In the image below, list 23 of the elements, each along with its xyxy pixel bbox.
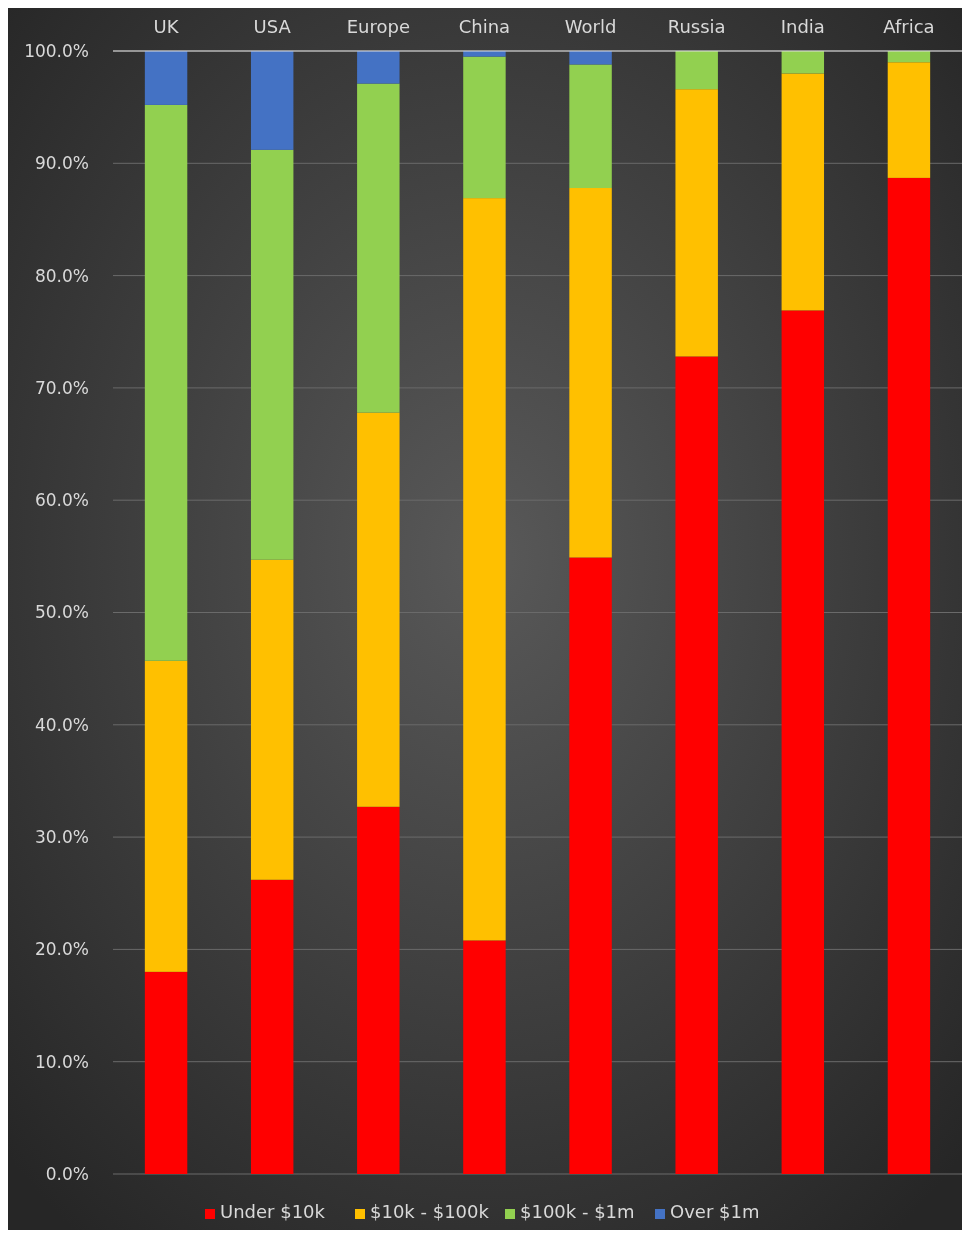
- y-tick-label: 90.0%: [34, 153, 89, 174]
- x-tick-label: UK: [153, 16, 180, 37]
- y-tick-label: 10.0%: [34, 1051, 89, 1072]
- x-tick-label: China: [458, 16, 511, 37]
- legend-label: Over $1m: [670, 1201, 760, 1222]
- y-tick-label: 80.0%: [34, 265, 89, 286]
- y-tick-label: 40.0%: [34, 714, 89, 735]
- legend-label: Under $10k: [220, 1201, 326, 1222]
- y-tick-label: 30.0%: [34, 827, 89, 848]
- y-tick-label: 60.0%: [34, 490, 89, 511]
- y-tick-label: 70.0%: [34, 377, 89, 398]
- x-tick-label: India: [780, 16, 825, 37]
- y-tick-label: 50.0%: [34, 602, 89, 623]
- x-tick-label: World: [564, 16, 617, 37]
- x-tick-label: Europe: [346, 16, 410, 37]
- legend-label: $100k - $1m: [520, 1201, 635, 1222]
- legend-label: $10k - $100k: [370, 1201, 490, 1222]
- x-tick-label: Africa: [883, 16, 935, 37]
- y-tick-label: 0.0%: [45, 1163, 89, 1184]
- x-tick-label: USA: [253, 16, 292, 37]
- x-tick-label: Russia: [667, 16, 726, 37]
- y-tick-label: 100.0%: [24, 40, 89, 61]
- y-tick-label: 20.0%: [34, 939, 89, 960]
